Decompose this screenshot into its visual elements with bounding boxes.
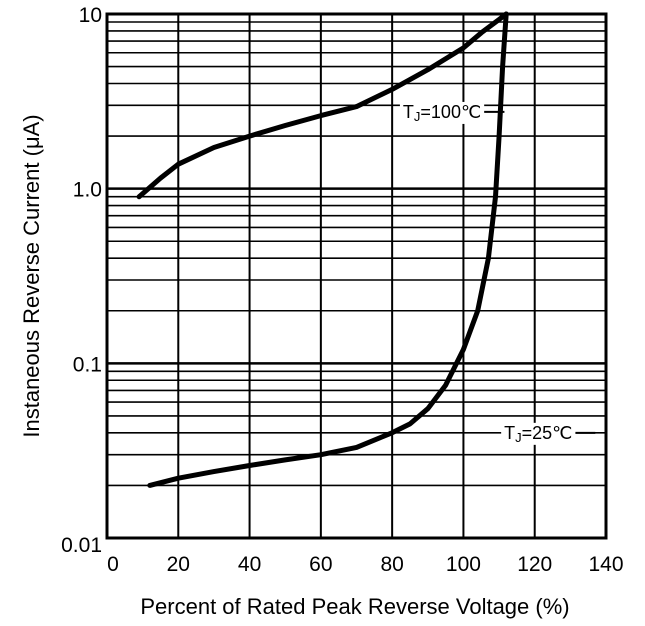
x-tick-label: 100 bbox=[446, 553, 481, 576]
x-tick-label: 120 bbox=[517, 553, 552, 576]
x-axis-label: Percent of Rated Peak Reverse Voltage (%… bbox=[140, 594, 569, 619]
curves bbox=[136, 11, 509, 488]
x-tick-label: 140 bbox=[588, 553, 623, 576]
x-tick-label: 0 bbox=[107, 553, 119, 576]
plot-frame bbox=[105, 12, 608, 540]
series-label-1: TJ=25℃ bbox=[504, 423, 572, 445]
y-tick-label: 1.0 bbox=[73, 179, 102, 202]
y-tick-label: 0.1 bbox=[73, 353, 102, 376]
annotation-background bbox=[399, 101, 485, 124]
x-tick-labels: 0 20 40 60 80 100 120 140 bbox=[107, 553, 623, 576]
x-tick-label: 20 bbox=[167, 553, 190, 576]
series-line-1 bbox=[147, 11, 509, 488]
grid-lines bbox=[107, 14, 606, 538]
y-tick-label: 0.01 bbox=[61, 534, 102, 557]
y-tick-labels: 0.01 0.1 1.0 10 bbox=[61, 4, 102, 557]
series-line-0 bbox=[136, 11, 509, 200]
curve-annotations: TJ=100℃ TJ=25℃ bbox=[399, 101, 596, 445]
y-tick-label: 10 bbox=[79, 4, 102, 27]
series-label-0: TJ=100℃ bbox=[403, 102, 481, 124]
annotation-background bbox=[501, 422, 576, 445]
y-axis-label: Instaneous Reverse Current (μA) bbox=[19, 114, 44, 437]
x-tick-label: 60 bbox=[309, 553, 332, 576]
x-tick-label: 80 bbox=[380, 553, 403, 576]
x-tick-label: 40 bbox=[238, 553, 261, 576]
